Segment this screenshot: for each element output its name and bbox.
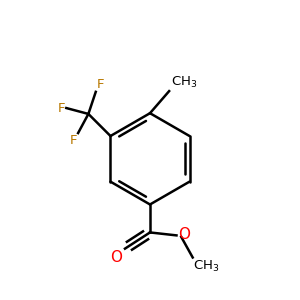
Text: O: O [110,250,122,265]
Text: CH$_3$: CH$_3$ [171,75,197,90]
Text: CH$_3$: CH$_3$ [193,259,220,274]
Text: F: F [70,134,77,147]
Text: F: F [57,101,65,115]
Text: F: F [97,78,104,91]
Text: O: O [178,227,190,242]
